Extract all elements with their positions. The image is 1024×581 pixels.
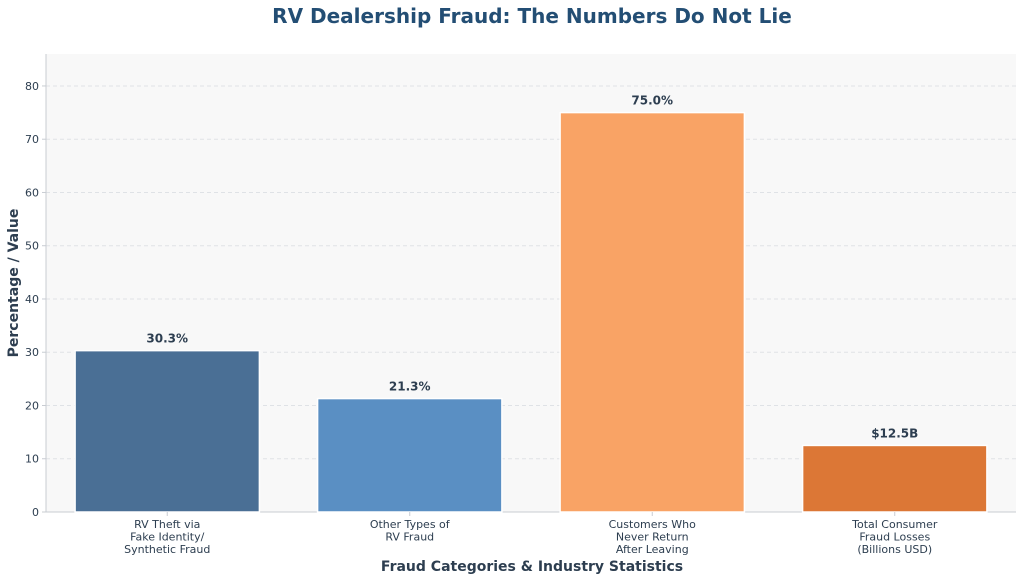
category-label-line: RV Fraud <box>385 531 434 544</box>
y-ticks: 0 10 20 30 40 50 60 70 80 <box>25 80 46 519</box>
y-tick-label: 10 <box>25 453 39 466</box>
category-label: Total Consumer Fraud Losses (Billions USD) <box>851 518 938 556</box>
category-label-line: Never Return <box>616 531 689 544</box>
data-label: 75.0% <box>631 94 673 108</box>
y-tick-label: 60 <box>25 186 39 199</box>
y-tick-label: 20 <box>25 399 39 412</box>
bars <box>74 111 988 513</box>
y-tick-label: 0 <box>32 506 39 519</box>
category-label-line: Fake Identity/ <box>130 531 204 544</box>
category-label-line: Fraud Losses <box>859 531 930 544</box>
bar <box>801 444 988 513</box>
y-tick-label: 50 <box>25 240 39 253</box>
chart-title: RV Dealership Fraud: The Numbers Do Not … <box>272 4 792 28</box>
category-label-line: (Billions USD) <box>857 543 932 556</box>
category-label-line: Total Consumer <box>851 518 938 531</box>
category-label: Other Types of RV Fraud <box>370 518 451 544</box>
y-tick-label: 40 <box>25 293 39 306</box>
data-label: 21.3% <box>389 380 431 394</box>
category-label-line: Synthetic Fraud <box>124 543 210 556</box>
category-label: Customers Who Never Return After Leaving <box>609 518 697 556</box>
gridlines <box>46 85 1016 460</box>
category-label: RV Theft via Fake Identity/Synthetic Frau… <box>124 518 210 556</box>
data-label: $12.5B <box>871 426 918 440</box>
bar <box>74 349 261 513</box>
y-axis-label: Percentage / Value <box>6 209 22 358</box>
category-labels: RV Theft via Fake Identity/Synthetic Frau… <box>124 512 938 556</box>
bar <box>316 397 503 513</box>
category-label-line: Customers Who <box>609 518 697 531</box>
data-labels: 30.3% 21.3% 75.0% $12.5B <box>146 94 918 441</box>
y-tick-label: 30 <box>25 346 39 359</box>
category-label-line: After Leaving <box>616 543 689 556</box>
y-tick-label: 80 <box>25 80 39 93</box>
category-label-line: Other Types of <box>370 518 451 531</box>
category-label-line: RV Theft via <box>134 518 200 531</box>
bar <box>559 111 746 513</box>
data-label: 30.3% <box>146 332 188 346</box>
y-tick-label: 70 <box>25 133 39 146</box>
x-axis-label: Fraud Categories & Industry Statistics <box>381 559 683 575</box>
